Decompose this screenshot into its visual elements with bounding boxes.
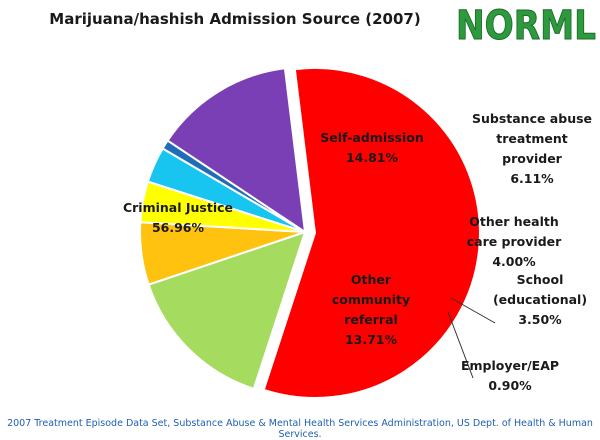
slice-value-label: 14.81% [346, 150, 399, 165]
chart-title: Marijuana/hashish Admission Source (2007… [49, 10, 421, 28]
slice-value-label: 13.71% [345, 332, 398, 347]
slice-value-label: 56.96% [152, 220, 205, 235]
slice-value-label: 0.90% [488, 378, 532, 393]
slice-label-employer-eap: Employer/EAP 0.90% [461, 358, 559, 393]
leader-line-school-educational [450, 297, 496, 324]
source-note: 2007 Treatment Episode Data Set, Substan… [7, 418, 593, 440]
slice-label-other-community-referral: Other community referral 13.71% [332, 272, 410, 347]
pie-slices [139, 66, 481, 399]
pie-slice-self-admission [147, 230, 307, 391]
slice-label-other-health-care-provider: Other health care provider 4.00% [467, 214, 562, 269]
slice-label-school-educational: School (educational) 3.50% [493, 272, 587, 327]
slice-value-label: 3.50% [518, 312, 562, 327]
slice-label-substance-abuse-treatment-provider: Substance abuse treatment provider 6.11% [472, 111, 592, 186]
slice-labels: Criminal Justice 56.96% Self-admission 14.8… [123, 111, 592, 393]
pie-slice-criminal-justice [262, 66, 481, 399]
slice-label-self-admission: Self-admission 14.81% [320, 130, 424, 165]
slice-value-label: 6.11% [510, 171, 554, 186]
leader-line-employer-eap [447, 311, 474, 379]
slice-value-label: 4.00% [492, 254, 536, 269]
norml-logo: NORML [456, 3, 597, 45]
leader-lines [447, 297, 496, 379]
norml-logo-text: NORML [456, 3, 596, 44]
slice-label-criminal-justice: Criminal Justice 56.96% [123, 200, 233, 235]
pie-slice-other-community-referral [166, 67, 307, 235]
